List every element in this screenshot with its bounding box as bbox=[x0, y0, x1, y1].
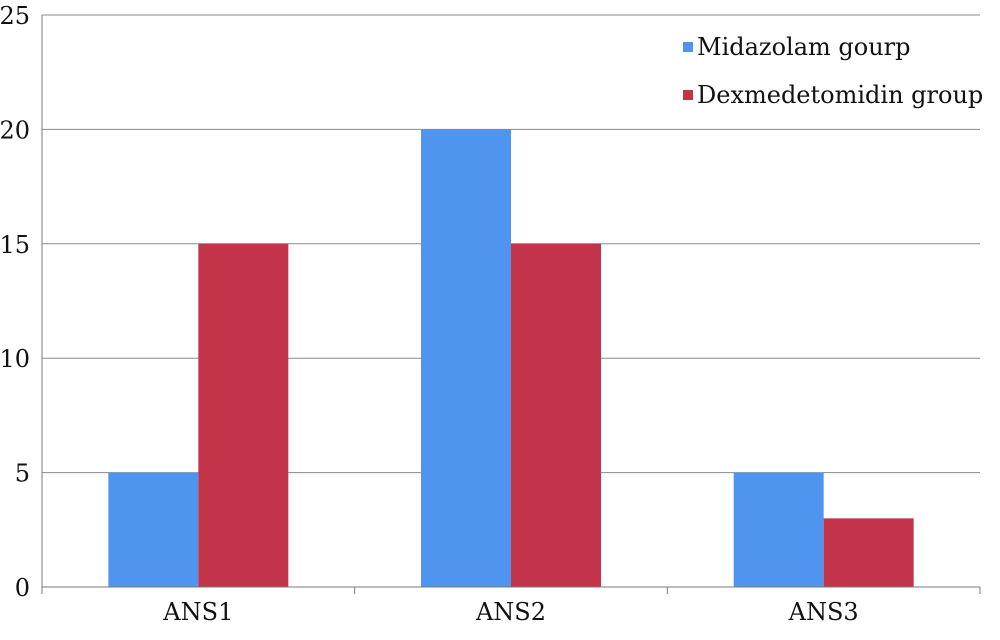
x-tick-label: ANS1 bbox=[162, 598, 233, 626]
bars bbox=[108, 129, 914, 588]
bar-ans3-series-1 bbox=[733, 472, 824, 587]
legend-swatch bbox=[683, 90, 693, 100]
bar-ans1-series-2 bbox=[198, 243, 289, 588]
legend-label: Dexmedetomidin group bbox=[697, 81, 983, 109]
legend: Midazolam gourp Dexmedetomidin group bbox=[683, 33, 983, 109]
x-tick-label: ANS2 bbox=[475, 598, 546, 626]
bar-ans3-series-2 bbox=[823, 518, 914, 587]
y-tick-label: 0 bbox=[15, 574, 30, 602]
y-tick-label: 25 bbox=[0, 2, 30, 30]
y-tick-label: 15 bbox=[0, 231, 30, 259]
bar-ans1-series-1 bbox=[108, 472, 199, 587]
bar-ans2-series-2 bbox=[511, 243, 601, 588]
legend-swatch bbox=[683, 42, 693, 52]
y-tick-label: 20 bbox=[0, 116, 30, 144]
legend-label: Midazolam gourp bbox=[697, 33, 911, 61]
axes bbox=[41, 15, 981, 594]
tick-labels: 0 5 10 15 20 25 ANS1 ANS2 ANS3 bbox=[0, 2, 859, 626]
y-tick-label: 5 bbox=[15, 460, 30, 488]
bar-ans2-series-1 bbox=[421, 129, 511, 587]
y-tick-label: 10 bbox=[0, 345, 30, 373]
x-tick-label: ANS3 bbox=[788, 598, 859, 626]
